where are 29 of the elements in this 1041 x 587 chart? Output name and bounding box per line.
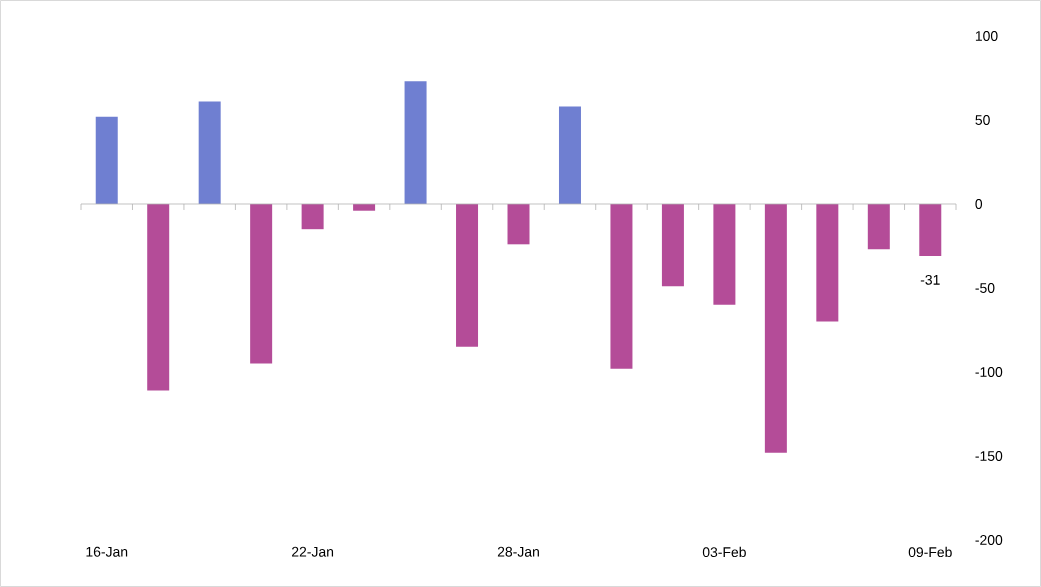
bar: [301, 204, 324, 230]
y-tick-label: -100: [975, 367, 1003, 377]
bar: [95, 116, 118, 204]
bar: [198, 101, 221, 204]
data-label: -31: [920, 274, 940, 285]
x-tick-label: 09-Feb: [908, 546, 952, 558]
y-tick-label: 0: [975, 199, 983, 209]
bar: [713, 204, 736, 305]
y-tick-label: -50: [975, 283, 995, 293]
y-tick-label: 100: [975, 31, 998, 41]
bar: [764, 204, 787, 453]
x-tick-label: 28-Jan: [497, 546, 539, 557]
bar: [610, 204, 633, 369]
bar: [250, 204, 273, 364]
y-tick-label: 50: [975, 115, 990, 125]
bar: [558, 106, 581, 204]
x-tick-label: 03-Feb: [702, 546, 746, 558]
bar: [507, 204, 530, 245]
bar: [867, 204, 890, 250]
x-tick-label: 22-Jan: [292, 546, 334, 557]
bar: [919, 204, 942, 257]
bar: [816, 204, 839, 322]
bar: [147, 204, 170, 391]
bar: [661, 204, 684, 287]
bar: [404, 81, 427, 204]
bar: [456, 204, 479, 347]
y-tick-label: -150: [975, 451, 1003, 461]
y-tick-label: -200: [975, 535, 1003, 545]
x-tick-label: 16-Jan: [86, 546, 128, 557]
